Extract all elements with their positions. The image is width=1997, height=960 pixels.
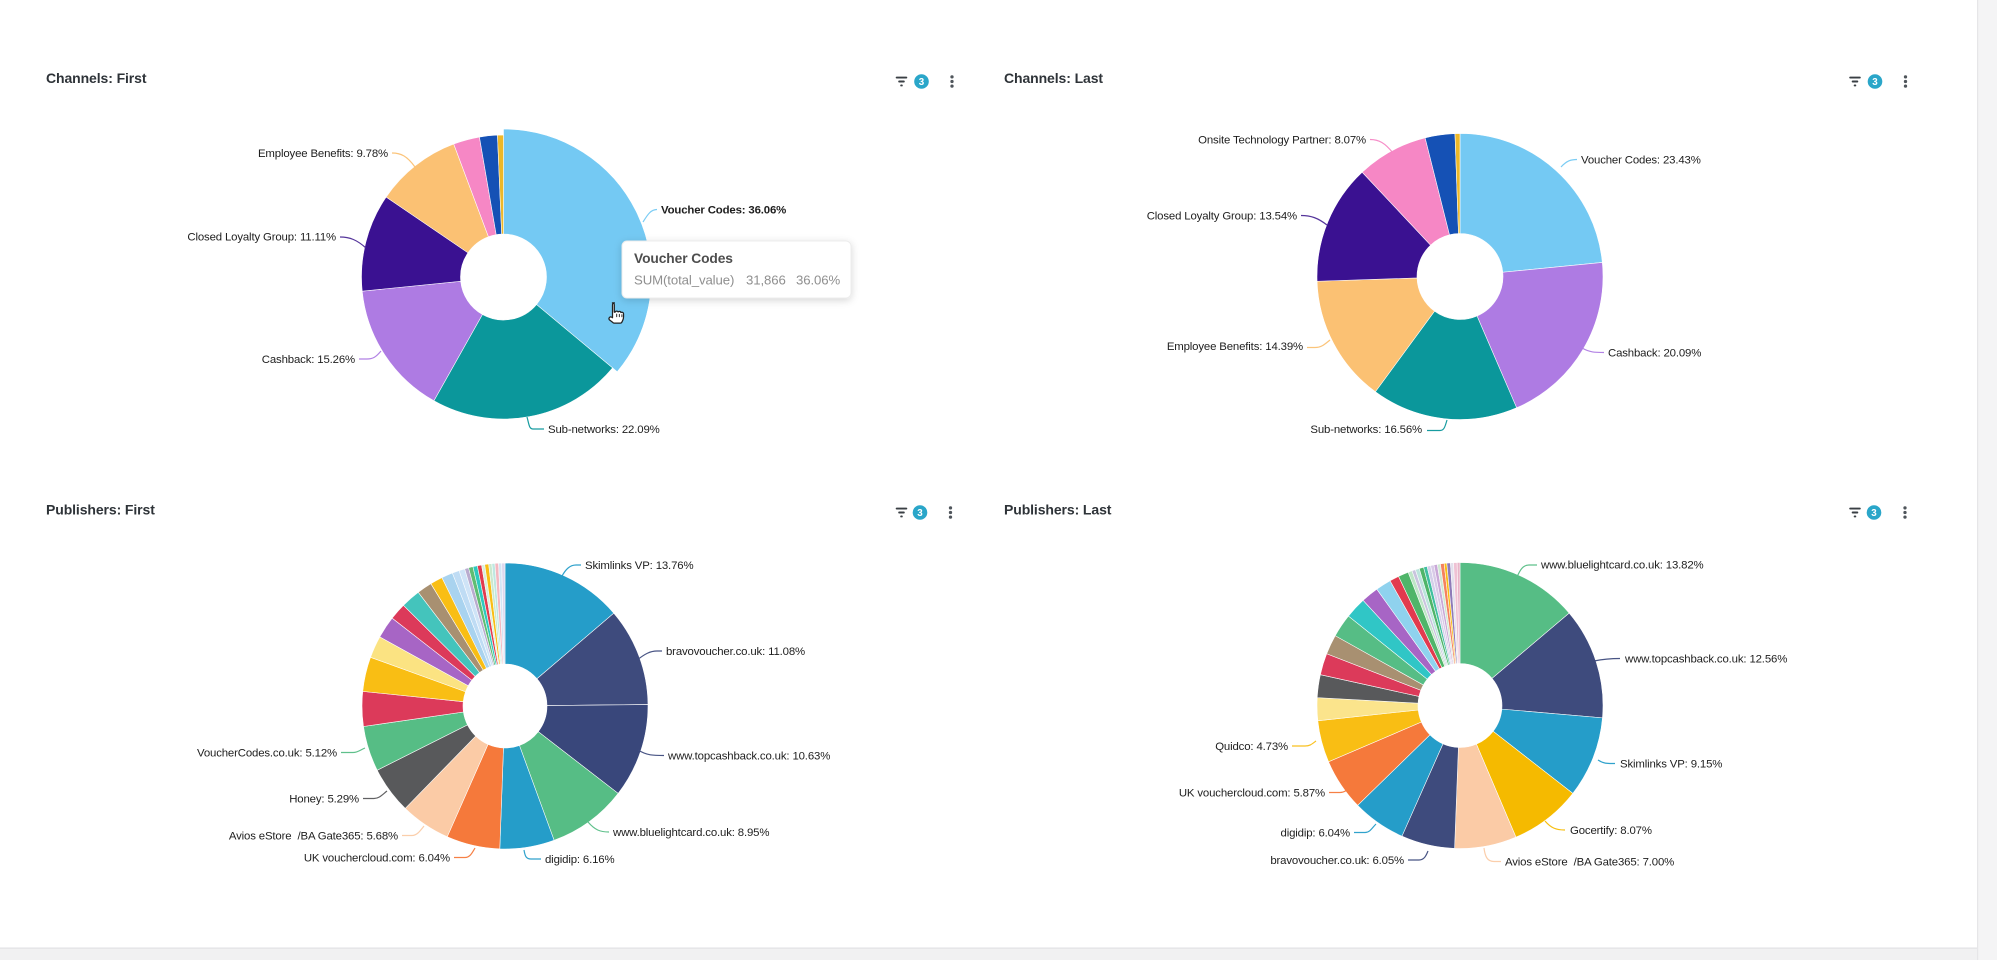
svg-text:Honey: 5.29%: Honey: 5.29% [289,794,359,806]
svg-text:digidip: 6.16%: digidip: 6.16% [545,854,614,866]
svg-text:Voucher Codes: Voucher Codes [634,251,733,266]
svg-text:VoucherCodes.co.uk: 5.12%: VoucherCodes.co.uk: 5.12% [197,748,337,760]
svg-text:digidip: 6.04%: digidip: 6.04% [1281,828,1350,840]
svg-text:Voucher Codes: 36.06%: Voucher Codes: 36.06% [661,205,786,217]
svg-text:www.bluelightcard.co.uk: 8.95%: www.bluelightcard.co.uk: 8.95% [612,827,769,839]
svg-text:3: 3 [917,508,923,519]
svg-text:SUM(total_value): SUM(total_value) [634,273,734,288]
svg-text:Channels: Last: Channels: Last [1004,70,1103,86]
svg-text:www.topcashback.co.uk: 10.63%: www.topcashback.co.uk: 10.63% [667,751,830,763]
svg-text:Skimlinks VP: 9.15%: Skimlinks VP: 9.15% [1620,759,1722,771]
svg-text:Publishers: First: Publishers: First [46,502,155,518]
svg-text:bravovoucher.co.uk: 6.05%: bravovoucher.co.uk: 6.05% [1270,855,1404,867]
svg-text:36.06%: 36.06% [796,273,841,288]
svg-text:Gocertify: 8.07%: Gocertify: 8.07% [1570,825,1652,837]
svg-text:Cashback: 15.26%: Cashback: 15.26% [262,354,355,366]
svg-text:www.topcashback.co.uk: 12.56%: www.topcashback.co.uk: 12.56% [1624,654,1787,666]
svg-text:3: 3 [1872,77,1878,88]
svg-text:Voucher Codes: 23.43%: Voucher Codes: 23.43% [1581,155,1701,167]
svg-text:Employee Benefits: 14.39%: Employee Benefits: 14.39% [1167,341,1303,353]
svg-text:Employee Benefits: 9.78%: Employee Benefits: 9.78% [258,148,388,160]
svg-text:Avios eStore /BA Gate365: 7.0: Avios eStore /BA Gate365: 7.00% [1505,857,1674,869]
svg-text:Avios eStore /BA Gate365: 5.6: Avios eStore /BA Gate365: 5.68% [229,831,398,843]
svg-text:Cashback: 20.09%: Cashback: 20.09% [1608,348,1701,360]
svg-text:3: 3 [1871,508,1877,519]
svg-text:Quidco: 4.73%: Quidco: 4.73% [1215,741,1288,753]
svg-text:Onsite Technology Partner: 8.0: Onsite Technology Partner: 8.07% [1198,135,1366,147]
svg-text:Sub-networks: 22.09%: Sub-networks: 22.09% [548,424,660,436]
svg-text:bravovoucher.co.uk: 11.08%: bravovoucher.co.uk: 11.08% [666,646,805,658]
svg-text:www.bluelightcard.co.uk: 13.82: www.bluelightcard.co.uk: 13.82% [1540,560,1704,572]
svg-text:3: 3 [919,77,925,88]
svg-text:Closed Loyalty Group: 11.11%: Closed Loyalty Group: 11.11% [187,232,336,244]
svg-text:31,866: 31,866 [746,273,786,288]
svg-text:UK vouchercloud.com: 6.04%: UK vouchercloud.com: 6.04% [304,853,450,865]
svg-text:Skimlinks VP: 13.76%: Skimlinks VP: 13.76% [585,560,693,572]
svg-text:Channels: First: Channels: First [46,70,147,86]
svg-text:Publishers: Last: Publishers: Last [1004,502,1112,518]
svg-text:Closed Loyalty Group: 13.54%: Closed Loyalty Group: 13.54% [1147,211,1297,223]
svg-text:Sub-networks: 16.56%: Sub-networks: 16.56% [1310,424,1422,436]
svg-text:UK vouchercloud.com: 5.87%: UK vouchercloud.com: 5.87% [1179,788,1325,800]
